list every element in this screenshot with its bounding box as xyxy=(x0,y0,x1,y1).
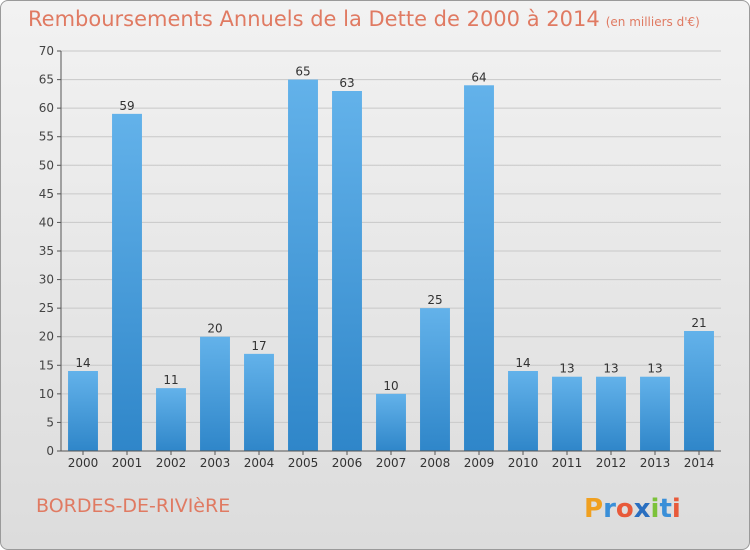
bar xyxy=(640,376,670,451)
axes: 0 5 10 15 20 25 30 35 40 45 50 55 60 65 70 2000 2001 2002… xyxy=(39,44,721,470)
x-tick-label: 2014 xyxy=(684,456,715,470)
y-tick-label: 65 xyxy=(39,73,54,87)
bar-value-label: 10 xyxy=(383,379,398,393)
bar-value-label: 63 xyxy=(339,76,354,90)
y-tick-label: 20 xyxy=(39,330,54,344)
bar-value-label: 11 xyxy=(163,373,178,387)
chart-subtitle: (en milliers d'€) xyxy=(605,15,700,29)
bar xyxy=(200,336,230,451)
bar xyxy=(68,371,98,451)
y-tick-label: 15 xyxy=(39,358,54,372)
bar-value-label: 13 xyxy=(647,362,662,376)
bar xyxy=(684,331,714,451)
bar-value-label: 14 xyxy=(75,356,90,370)
x-tick-label: 2004 xyxy=(244,456,275,470)
y-tick-label: 60 xyxy=(39,101,54,115)
bar xyxy=(288,79,318,452)
y-tick-label: 70 xyxy=(39,44,54,58)
bar xyxy=(596,376,626,451)
x-tick-label: 2010 xyxy=(508,456,539,470)
y-tick-label: 50 xyxy=(39,158,54,172)
bar xyxy=(156,388,186,451)
x-tick-label: 2009 xyxy=(464,456,495,470)
x-tick-label: 2011 xyxy=(552,456,583,470)
bar xyxy=(464,85,494,452)
bar xyxy=(332,91,362,451)
chart-title: Remboursements Annuels de la Dette de 20… xyxy=(28,7,600,31)
x-tick-label: 2006 xyxy=(332,456,363,470)
bar-value-label: 65 xyxy=(295,65,310,79)
bar-value-label: 20 xyxy=(207,322,222,336)
commune-name: BORDES-DE-RIVIèRE xyxy=(36,495,231,517)
bar xyxy=(508,371,538,451)
bar-value-label: 14 xyxy=(515,356,530,370)
x-tick-label: 2000 xyxy=(68,456,99,470)
y-tick-label: 25 xyxy=(39,301,54,315)
x-tick-label: 2003 xyxy=(200,456,231,470)
bar xyxy=(552,376,582,451)
grid-lines xyxy=(61,50,721,423)
proxiti-logo: Proxiti xyxy=(584,494,681,524)
y-tick-label: 5 xyxy=(46,415,54,429)
x-tick-label: 2001 xyxy=(112,456,143,470)
x-tick-label: 2013 xyxy=(640,456,671,470)
bar xyxy=(112,113,142,451)
y-tick-label: 10 xyxy=(39,387,54,401)
bar xyxy=(244,353,274,451)
bars: 14 59 11 20 17 65 63 10 25 64 14 13 13 13 21 xyxy=(68,65,714,452)
bar-value-label: 25 xyxy=(427,293,442,307)
x-tick-label: 2007 xyxy=(376,456,407,470)
bar-value-label: 64 xyxy=(471,70,486,84)
y-tick-label: 40 xyxy=(39,215,54,229)
bar-value-label: 59 xyxy=(119,99,134,113)
bar xyxy=(376,393,406,451)
y-tick-label: 0 xyxy=(46,444,54,458)
x-tick-label: 2012 xyxy=(596,456,627,470)
bar xyxy=(420,308,450,451)
chart-title-block: Remboursements Annuels de la Dette de 20… xyxy=(28,7,700,31)
y-tick-label: 35 xyxy=(39,244,54,258)
y-tick-label: 55 xyxy=(39,130,54,144)
bar-value-label: 17 xyxy=(251,339,266,353)
bar-value-label: 21 xyxy=(691,316,706,330)
y-tick-label: 30 xyxy=(39,273,54,287)
bar-value-label: 13 xyxy=(559,362,574,376)
bar-chart: 14 59 11 20 17 65 63 10 25 64 14 13 13 13 21 0 5 10 15 20 2… xyxy=(39,44,721,470)
x-tick-label: 2002 xyxy=(156,456,187,470)
y-tick-label: 45 xyxy=(39,187,54,201)
svg-text:Proxiti: Proxiti xyxy=(584,494,681,524)
x-tick-label: 2008 xyxy=(420,456,451,470)
x-tick-label: 2005 xyxy=(288,456,319,470)
bar-value-label: 13 xyxy=(603,362,618,376)
